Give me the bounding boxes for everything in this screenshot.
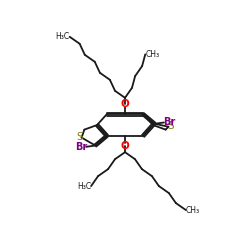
Text: CH₃: CH₃ <box>145 50 160 59</box>
Text: CH₃: CH₃ <box>186 206 200 214</box>
Text: S: S <box>76 132 83 142</box>
Text: Br: Br <box>163 118 175 128</box>
Text: H₃C: H₃C <box>77 182 91 190</box>
Text: H₃C: H₃C <box>56 32 70 41</box>
Text: Br: Br <box>75 142 87 152</box>
Text: S: S <box>167 121 174 131</box>
Text: O: O <box>120 142 130 152</box>
Text: O: O <box>120 98 130 108</box>
